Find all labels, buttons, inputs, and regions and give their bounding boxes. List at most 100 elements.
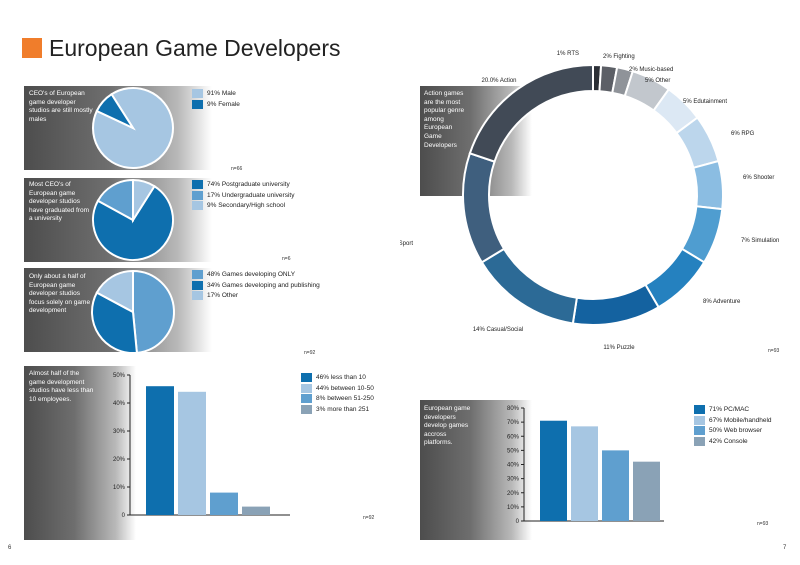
pie-chart-ceo-gender xyxy=(92,87,174,169)
ceo-education-legend-item: 74% Postgraduate university xyxy=(192,180,294,191)
legend-label: 8% between 51-250 xyxy=(316,395,374,403)
genre-slice-14-casual-social xyxy=(480,247,579,325)
legend-swatch xyxy=(192,280,203,290)
panel-ceo-gender-text: CEO's of European game developer studios… xyxy=(29,90,93,123)
genre-label-7-simulation: 7% Simulation xyxy=(741,238,779,244)
employees-legend-item: 46% less than 10 xyxy=(301,373,374,384)
panel-employees xyxy=(24,366,136,540)
genre-label-20-0-action: 20.0% Action xyxy=(481,78,516,84)
legend-swatch xyxy=(301,394,312,403)
focus-legend-item: 17% Other xyxy=(192,291,320,302)
donut-chart-genre: 1% RTS 2% Fighting 2% Music-based 5% Other 5… xyxy=(400,51,779,351)
genre-label-11-puzzle: 11% Puzzle xyxy=(603,345,635,351)
genre-label-8-adventure: 8% Adventure xyxy=(703,299,741,305)
legend-label: 48% Games developing ONLY xyxy=(207,271,296,279)
right-page-number: 7 xyxy=(783,545,787,551)
employees-bar-less-than-10 xyxy=(146,386,174,515)
employees-y-tick-label: 10% xyxy=(113,485,126,491)
genre-label-5-edutainment: 5% Edutainment xyxy=(683,99,727,105)
legend-label: 17% Other xyxy=(207,292,239,300)
legend-swatch xyxy=(192,99,203,109)
legend-swatch xyxy=(694,415,705,425)
genre-slice-20-0-action xyxy=(468,63,594,163)
genre-label-6-rpg: 6% RPG xyxy=(731,131,755,137)
focus-slice-34-games-developing-and-publishing xyxy=(91,291,138,354)
legend-swatch xyxy=(192,89,203,98)
focus-legend-item: 34% Games developing and publishing xyxy=(192,280,320,292)
panel-employees-text: Almost half of the game development stud… xyxy=(29,370,94,403)
legend-swatch xyxy=(192,201,203,210)
legend-employees: 46% less than 10 44% between 10-50 8% betw… xyxy=(301,373,374,415)
legend-label: 91% Male xyxy=(207,90,236,98)
platforms-y-tick-label: 50% xyxy=(507,448,520,454)
ceo-education-slice-74-postgraduate-university xyxy=(92,184,174,261)
platforms-legend-item: 50% Web browser xyxy=(694,426,772,437)
employees-legend-item: 8% between 51-250 xyxy=(301,394,374,405)
genre-label-6-shooter: 6% Shooter xyxy=(743,175,774,181)
focus-slice-48-games-developing-only xyxy=(132,269,175,354)
sample-size-ceo-education: n=6 xyxy=(282,256,291,262)
page-title: European Game Developers xyxy=(49,35,341,61)
platforms-y-tick-label: 40% xyxy=(507,463,520,469)
legend-ceo-gender: 91% Male 9% Female xyxy=(192,89,240,110)
employees-bar-between-10-50 xyxy=(178,391,206,515)
employees-y-tick-label: 50% xyxy=(113,373,126,379)
legend-swatch xyxy=(192,270,203,279)
platforms-y-tick-label: 80% xyxy=(507,406,520,412)
genre-slice-6-shooter xyxy=(692,159,724,211)
genre-label-14-sport: 14% Sport xyxy=(400,241,413,247)
pie-chart-focus xyxy=(91,269,175,354)
ceo-gender-slice-9-female xyxy=(95,92,136,131)
legend-label: 44% between 10-50 xyxy=(316,384,374,392)
title-accent-square xyxy=(22,38,42,58)
panel-platforms xyxy=(420,400,532,540)
genre-label-1-rts: 1% RTS xyxy=(557,51,579,57)
legend-ceo-education: 74% Postgraduate university 17% Undergrad… xyxy=(192,180,294,212)
panel-genre-text: Action games are the most popular genre … xyxy=(424,90,465,149)
panel-focus-text: Only about a half of European game devel… xyxy=(29,273,91,315)
platforms-y-tick-label: 60% xyxy=(507,434,520,440)
legend-label: 46% less than 10 xyxy=(316,374,366,382)
legend-platforms: 71% PC/MAC 67% Mobile/handheld 50% Web bro… xyxy=(694,405,772,447)
sample-size-ceo-gender: n=66 xyxy=(231,166,243,172)
platforms-y-tick-label: 70% xyxy=(507,420,520,426)
genre-slice-11-puzzle xyxy=(571,283,660,326)
ceo-education-legend-item: 17% Undergraduate university xyxy=(192,190,295,202)
platforms-bar-web-browser xyxy=(602,450,629,521)
panel-ceo-education-text: Most CEO's of European game developer st… xyxy=(29,181,89,223)
platforms-y-tick-label: 20% xyxy=(507,491,520,497)
sample-size-genre: n=93 xyxy=(768,348,780,354)
platforms-legend-item: 67% Mobile/handheld xyxy=(694,415,772,427)
genre-label-2-fighting: 2% Fighting xyxy=(603,54,635,60)
ceo-education-legend-item: 9% Secondary/High school xyxy=(192,201,294,212)
employees-bar-between-51-250 xyxy=(210,492,238,515)
ceo-gender-legend-item: 91% Male xyxy=(192,89,240,100)
focus-slice-17-other xyxy=(95,269,134,314)
legend-swatch xyxy=(301,404,312,414)
legend-label: 17% Undergraduate university xyxy=(207,191,295,199)
sample-size-focus: n=92 xyxy=(304,350,316,356)
platforms-bar-console xyxy=(633,461,660,521)
employees-y-tick-label: 30% xyxy=(113,429,126,435)
pie-chart-ceo-education xyxy=(92,178,174,261)
legend-swatch xyxy=(694,426,705,435)
legend-swatch xyxy=(192,180,203,189)
sample-size-platforms: n=93 xyxy=(757,521,769,527)
ceo-education-slice-9-secondary-high-school xyxy=(132,178,156,224)
bar-chart-employees: 0 10% 20% 30% 40% 50% xyxy=(113,373,290,519)
platforms-bar-mobile-handheld xyxy=(571,426,598,521)
legend-swatch xyxy=(192,291,203,300)
employees-legend-item: 44% between 10-50 xyxy=(301,383,374,395)
employees-bar-more-than-251 xyxy=(242,506,270,515)
ceo-gender-legend-item: 9% Female xyxy=(192,99,240,111)
legend-label: 74% Postgraduate university xyxy=(207,181,290,189)
platforms-y-tick-label: 30% xyxy=(507,477,520,483)
legend-swatch xyxy=(301,383,312,393)
legend-label: 9% Secondary/High school xyxy=(207,202,286,210)
legend-label: 34% Games developing and publishing xyxy=(207,281,320,289)
platforms-y-tick-label: 0 xyxy=(516,519,520,525)
legend-label: 9% Female xyxy=(207,100,240,108)
genre-label-5-other: 5% Other xyxy=(645,78,670,84)
legend-label: 42% Console xyxy=(709,437,748,445)
left-page-number: 6 xyxy=(8,545,12,551)
